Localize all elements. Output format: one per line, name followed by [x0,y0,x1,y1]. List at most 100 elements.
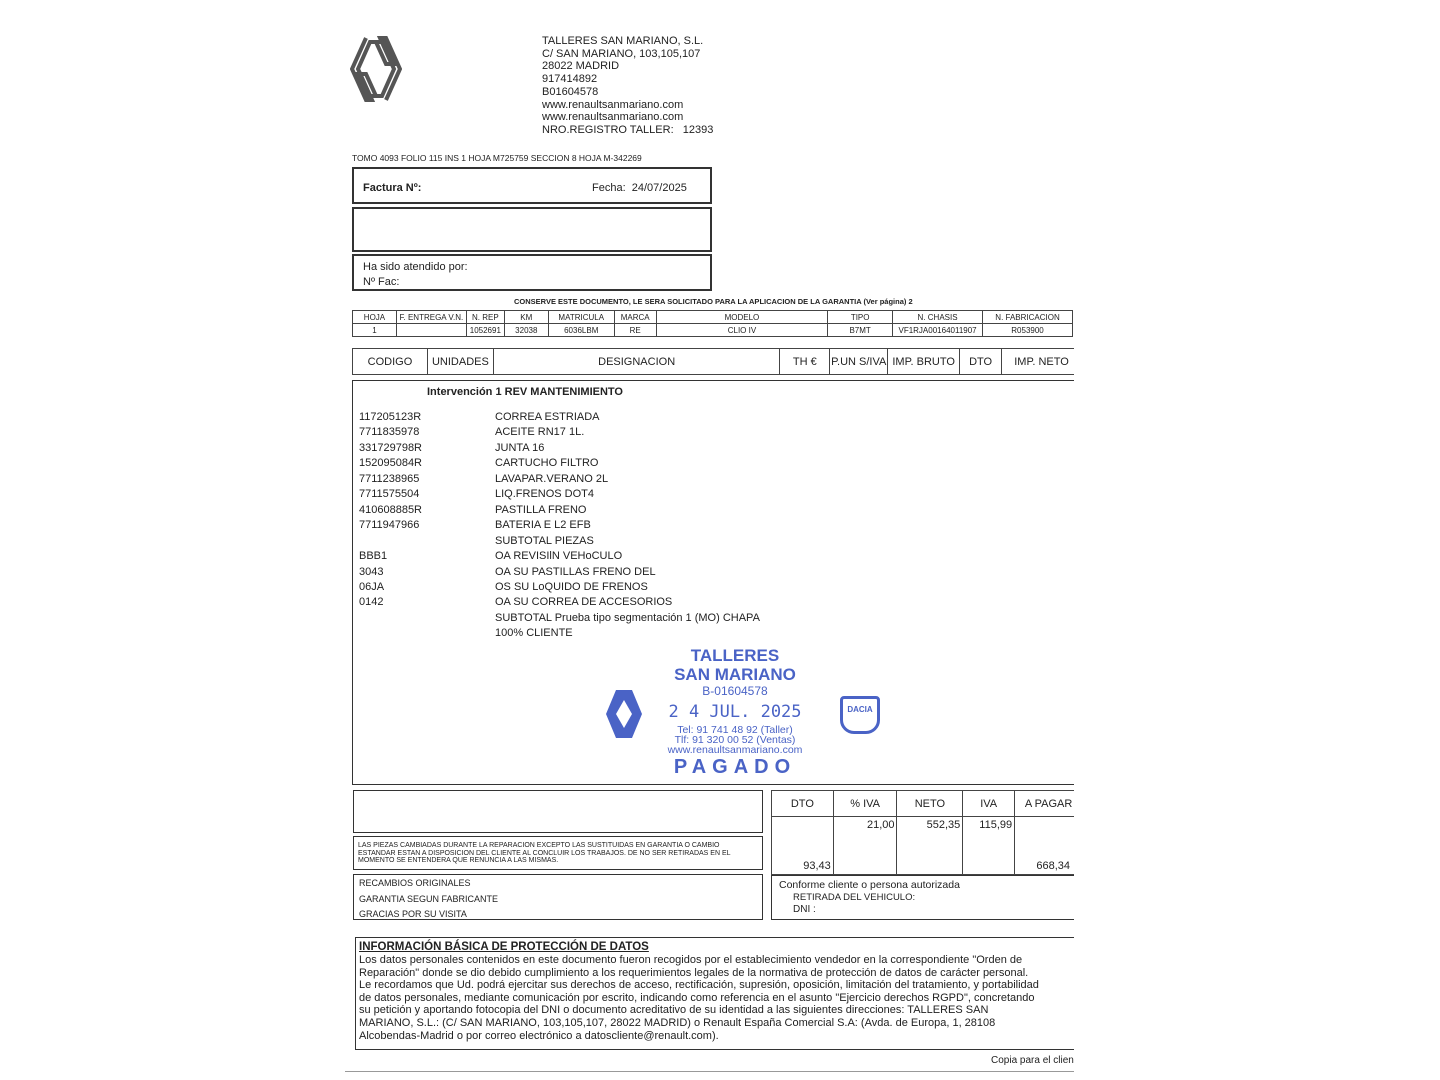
privacy-line: Le recordamos que Ud. podrá ejercitar su… [359,979,1039,992]
item-code: 06JA [359,580,385,593]
privacy-title: INFORMACIÓN BÁSICA DE PROTECCIÓN DE DATO… [359,941,649,953]
factura-box: Factura Nº: Fecha: 24/07/2025 [352,167,712,204]
item-desc: ACEITE RN17 1L. [495,426,585,439]
company-registro: NRO.REGISTRO TALLER: 12393 [542,124,713,137]
dni-label: DNI : [793,904,816,915]
item-desc: 100% CLIENTE [495,627,573,640]
company-name: TALLERES SAN MARIANO, S.L. [542,35,704,47]
copy-note: Copia para el cliente [991,1055,1074,1066]
garantia-line: GARANTIA SEGUN FABRICANTE [359,893,499,904]
item-code: 331729798R [359,441,423,454]
col-codigo: CODIGO [352,348,428,375]
notice-box: LAS PIEZAS CAMBIADAS DURANTE LA REPARACI… [353,836,763,870]
recambios-line: RECAMBIOS ORIGINALES [359,878,471,888]
vv-marca: RE [613,323,657,337]
item-desc: BATERIA E L2 EFB [495,519,591,532]
registro-value: 12393 [682,123,714,136]
customer-box [352,207,712,252]
company-address: C/ SAN MARIANO, 103,105,107 [542,47,701,60]
privacy-line: MARIANO, S.L.: (C/ SAN MARIANO, 103,105,… [359,1016,996,1029]
item-code: 3043 [359,565,384,578]
items-box [352,380,1074,785]
tot-h-iva: IVA [962,790,1016,817]
item-code: 117205123R [359,411,422,423]
stamp-line2: SAN MARIANO [674,665,796,684]
item-desc: CARTUCHO FILTRO [495,457,599,470]
retirada-label: RETIRADA DEL VEHICULO: [793,892,916,903]
company-phone: 917414892 [542,73,598,86]
vehicle-header-row: HOJA F. ENTREGA V.N. N. REP KM MATRICULA MARC… [352,310,1073,324]
stamp-line1: TALLERES [690,646,780,665]
fecha: Fecha: 24/07/2025 [592,182,687,194]
item-code: 7711947966 [359,519,420,532]
col-dto: DTO [959,348,1003,375]
totals-table: DTO% IVA NETO IVA A PAGAR 93,43 21,00 552,3… [771,790,1074,875]
privacy-line: de datos personales, mediante comunicaci… [359,991,1035,1004]
vh-hoja: HOJA [352,310,397,324]
vh-modelo: MODELO [655,310,829,324]
atendido-box: Ha sido atendido por: Nº Fac: [352,254,712,291]
privacy-line: su petición y aportando fotocopia del DN… [359,1004,989,1017]
tot-h-neto: NETO [896,790,964,817]
stamp-tel2: Tlf: 91 320 00 52 (Ventas) [674,734,796,746]
item-desc: SUBTOTAL PIEZAS [495,534,594,547]
vh-matricula: MATRICULA [547,310,615,324]
tot-dto: 93,43 [771,816,834,875]
vv-tipo: B7MT [827,323,894,337]
factura-label: Factura Nº: [363,182,422,194]
vh-fabricacion: N. FABRICACION [982,310,1073,324]
renault-logo [350,36,402,102]
bottom-rule [345,1071,1074,1072]
stamp-renault-logo-icon [606,690,642,738]
stamp-web: www.renaultsanmariano.com [667,744,803,756]
tot-ivapct: 21,00 [832,816,898,875]
vv-nrep: 1052691 [465,323,505,337]
item-desc: OS SU LoQUIDO DE FRENOS [495,580,648,593]
notice-text: LAS PIEZAS CAMBIADAS DURANTE LA REPARACI… [358,842,731,864]
intervention-title: Intervención 1 REV MANTENIMIENTO [427,386,623,398]
item-desc: PASTILLA FRENO [495,503,587,516]
item-code: 152095084R [359,457,423,470]
tot-h-ivapct: % IVA [832,790,898,817]
paid-stamp: TALLERES SAN MARIANO B-01604578 2 4 JUL.… [640,646,830,778]
stamp-cif: B-01604578 [702,684,768,698]
tot-apagar: 668,34 [1014,816,1074,875]
observations-box [353,790,763,833]
item-desc: SUBTOTAL Prueba tipo segmentación 1 (MO)… [495,611,760,624]
garantia-note: CONSERVE ESTE DOCUMENTO, LE SERA SOLICIT… [514,297,913,306]
item-desc: OA SU PASTILLAS FRENO DEL [495,565,656,578]
tot-neto: 552,35 [896,816,964,875]
col-th: TH € [779,348,831,375]
vv-modelo: CLIO IV [655,323,829,337]
col-unidades: UNIDADES [426,348,494,375]
gracias-line: GRACIAS POR SU VISITA [359,909,467,919]
item-desc: JUNTA 16 [495,441,545,454]
nfac-label: Nº Fac: [363,276,400,288]
company-info: TALLERES SAN MARIANO, S.L. C/ SAN MARIAN… [542,35,713,137]
fecha-label: Fecha: [592,182,626,194]
recambios-box: RECAMBIOS ORIGINALES GARANTIA SEGUN FABR… [353,874,763,920]
stamp-dacia-logo: DACIA [840,696,880,734]
vh-km: KM [503,310,549,324]
vh-marca: MARCA [613,310,657,324]
privacy-line: Los datos personales contenidos en este … [359,954,1023,966]
vh-nrep: N. REP [465,310,505,324]
privacy-text: Los datos personales contenidos en este … [359,954,1074,1042]
item-desc: OA REVISIlN VEHoCULO [495,550,623,563]
item-desc: LIQ.FRENOS DOT4 [495,488,595,501]
col-neto: IMP. NETO [1001,348,1074,375]
company-city: 28022 MADRID [542,60,620,73]
vh-chasis: N. CHASIS [892,310,984,324]
fecha-value: 24/07/2025 [631,182,687,194]
company-web: www.renaultsanmariano.com [542,98,684,111]
conforme-title: Conforme cliente o persona autorizada [779,879,960,891]
invoice-document: TALLERES SAN MARIANO, S.L. C/ SAN MARIAN… [345,35,1074,1072]
vv-matricula: 6036LBM [547,323,615,337]
conforme-box: Conforme cliente o persona autorizada RE… [771,875,1074,920]
col-designacion: DESIGNACION [492,348,781,375]
tot-h-apagar: A PAGAR [1014,790,1074,817]
item-code: 7711238965 [359,472,420,485]
stamp-paid: PAGADO [673,756,797,778]
item-desc: OA SU CORREA DE ACCESORIOS [495,596,673,609]
company-web-2: www.renaultsanmariano.com [542,111,684,124]
